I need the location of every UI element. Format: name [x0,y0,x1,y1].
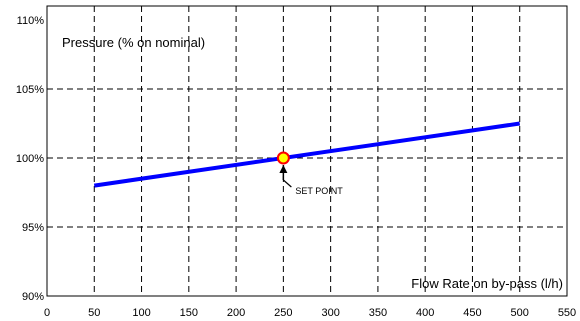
y-tick-label: 100% [16,153,44,165]
x-tick-label: 0 [44,307,50,319]
x-tick-label: 50 [88,307,100,319]
series-line [93,121,521,188]
y-tick-label: 110% [17,15,45,27]
x-tick-label: 450 [463,307,481,319]
x-tick-label: 100 [132,307,150,319]
set-point-arrowhead [279,165,288,173]
y-tick-label: 90% [22,291,44,303]
y-axis-label: Pressure (% on nominal) [62,35,205,50]
plot-area [46,5,568,297]
x-axis-label: Flow Rate on by-pass (l/h) [411,276,563,291]
x-tick-labels: 0 50 100 150 200 250 300 350 400 450 500 550 [44,307,576,319]
x-tick-label: 250 [274,307,292,319]
series-layer [93,121,521,188]
y-tick-labels: 90% 95% 100% 105% 110% [16,15,44,303]
y-tick-label: 95% [22,222,44,234]
x-tick-label: 150 [180,307,198,319]
set-point-marker [276,151,290,165]
set-point-annotation: SET POINT [276,151,343,196]
set-point-label: SET POINT [295,186,343,196]
x-tick-label: 200 [227,307,245,319]
x-tick-label: 500 [511,307,529,319]
x-tick-label: 400 [416,307,434,319]
set-point-tail [282,179,292,188]
x-tick-label: 300 [321,307,339,319]
x-tick-label: 350 [369,307,387,319]
y-tick-label: 105% [16,84,44,96]
x-tick-label: 550 [558,307,576,319]
